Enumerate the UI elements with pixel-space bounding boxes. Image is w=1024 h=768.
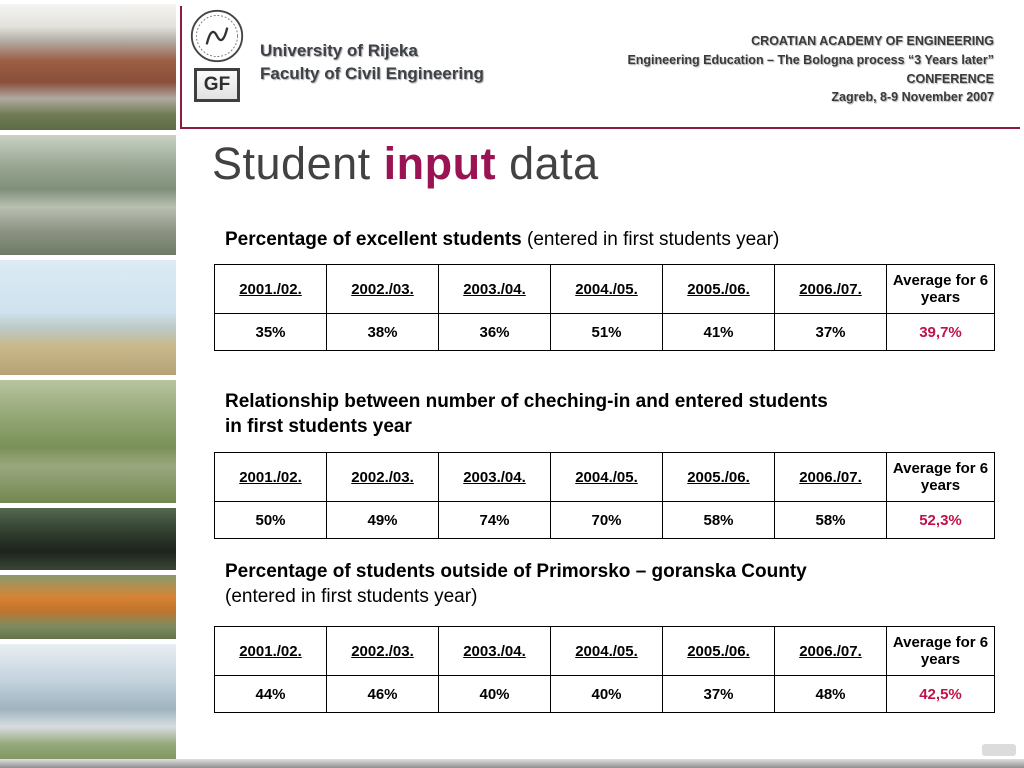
heading-normal-text: (entered in first students year) [225, 585, 478, 607]
value-cell: 36% [438, 313, 551, 351]
conference-line-2: Engineering Education – The Bologna proc… [627, 52, 994, 67]
value-cell: 46% [326, 675, 439, 713]
year-header-cell: 2002./03. [326, 452, 439, 502]
value-cell: 40% [550, 675, 663, 713]
faculty-logo: GF [188, 8, 246, 102]
year-header-cell: 2006./07. [774, 452, 887, 502]
table-header-row: 2001./02. 2002./03. 2003./04. 2004./05. … [214, 264, 995, 314]
value-cell: 58% [774, 501, 887, 539]
average-header-cell: Average for 6 years [886, 452, 995, 502]
table-header-row: 2001./02. 2002./03. 2003./04. 2004./05. … [214, 626, 995, 676]
computer-lab-photo [0, 135, 176, 255]
value-cell: 49% [326, 501, 439, 539]
photo-strip [0, 0, 176, 762]
section-heading-checking-in: Relationship between number of cheching-… [225, 390, 845, 439]
average-header-cell: Average for 6 years [886, 626, 995, 676]
value-cell: 51% [550, 313, 663, 351]
year-header-cell: 2004./05. [550, 626, 663, 676]
header-divider-vertical [180, 6, 182, 127]
average-header-cell: Average for 6 years [886, 264, 995, 314]
table-value-row: 35% 38% 36% 51% 41% 37% 39,7% [214, 313, 995, 351]
year-header-cell: 2006./07. [774, 264, 887, 314]
gf-logo: GF [194, 68, 240, 102]
value-cell: 35% [214, 313, 327, 351]
value-cell: 70% [550, 501, 663, 539]
header-divider-horizontal [180, 127, 1020, 129]
table-excellent-students: 2001./02. 2002./03. 2003./04. 2004./05. … [214, 264, 995, 351]
watermark [982, 744, 1016, 756]
table-value-row: 44% 46% 40% 40% 37% 48% 42,5% [214, 675, 995, 713]
conference-line-3: CONFERENCE [906, 71, 994, 86]
year-header-cell: 2001./02. [214, 626, 327, 676]
conference-info: CROATIAN ACADEMY OF ENGINEERING Engineer… [627, 32, 994, 107]
year-header-cell: 2004./05. [550, 264, 663, 314]
university-seal-icon [189, 8, 245, 64]
value-cell: 74% [438, 501, 551, 539]
average-value-cell: 42,5% [886, 675, 995, 713]
value-cell: 50% [214, 501, 327, 539]
faculty-building-photo [0, 4, 176, 130]
value-cell: 40% [438, 675, 551, 713]
conference-line-4: Zagreb, 8-9 November 2007 [831, 90, 994, 105]
table-checking-in-ratio: 2001./02. 2002./03. 2003./04. 2004./05. … [214, 452, 995, 539]
institution-block: University of Rijeka Faculty of Civil En… [260, 40, 484, 86]
average-value-cell: 39,7% [886, 313, 995, 351]
field-excavator-photo [0, 380, 176, 503]
table-outside-county: 2001./02. 2002./03. 2003./04. 2004./05. … [214, 626, 995, 713]
year-header-cell: 2002./03. [326, 264, 439, 314]
year-header-cell: 2006./07. [774, 626, 887, 676]
year-header-cell: 2005./06. [662, 264, 775, 314]
heading-bold-text: Percentage of students outside of Primor… [225, 561, 807, 582]
campus-render-photo [0, 644, 176, 762]
conference-line-1: CROATIAN ACADEMY OF ENGINEERING [751, 34, 994, 48]
year-header-cell: 2003./04. [438, 264, 551, 314]
value-cell: 38% [326, 313, 439, 351]
heading-normal-text: (entered in first students year) [521, 229, 780, 250]
year-header-cell: 2004./05. [550, 452, 663, 502]
value-cell: 48% [774, 675, 887, 713]
year-header-cell: 2003./04. [438, 452, 551, 502]
heading-bold-text: Relationship between number of cheching-… [225, 391, 828, 437]
value-cell: 37% [662, 675, 775, 713]
value-cell: 37% [774, 313, 887, 351]
university-name: University of Rijeka [260, 41, 418, 60]
title-accent-word: input [383, 138, 497, 189]
table-value-row: 50% 49% 74% 70% 58% 58% 52,3% [214, 501, 995, 539]
year-header-cell: 2001./02. [214, 264, 327, 314]
section-heading-excellent-students: Percentage of excellent students (entere… [225, 228, 865, 253]
year-header-cell: 2005./06. [662, 626, 775, 676]
average-value-cell: 52,3% [886, 501, 995, 539]
value-cell: 44% [214, 675, 327, 713]
slide-bottom-bar [0, 759, 1024, 768]
construction-workers-photo [0, 575, 176, 639]
value-cell: 41% [662, 313, 775, 351]
value-cell: 58% [662, 501, 775, 539]
faculty-name: Faculty of Civil Engineering [260, 63, 484, 83]
table-header-row: 2001./02. 2002./03. 2003./04. 2004./05. … [214, 452, 995, 502]
tunnel-entrance-photo [0, 508, 176, 570]
year-header-cell: 2001./02. [214, 452, 327, 502]
heading-bold-text: Percentage of excellent students [225, 229, 522, 250]
construction-cranes-photo [0, 260, 176, 375]
year-header-cell: 2005./06. [662, 452, 775, 502]
year-header-cell: 2002./03. [326, 626, 439, 676]
title-part-1: Student [212, 138, 384, 189]
year-header-cell: 2003./04. [438, 626, 551, 676]
slide-title: Student input data [212, 138, 599, 190]
section-heading-outside-county: Percentage of students outside of Primor… [225, 560, 845, 609]
title-part-3: data [496, 138, 599, 189]
